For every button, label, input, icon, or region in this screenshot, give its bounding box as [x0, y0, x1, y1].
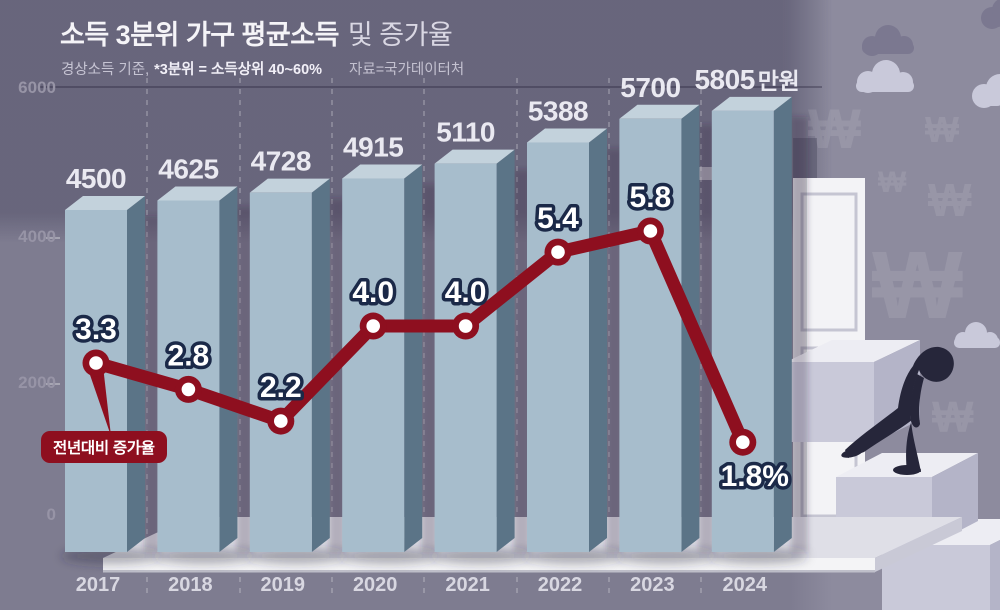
won-symbol: ₩	[872, 232, 963, 339]
growth-point-2021	[452, 312, 480, 340]
growth-rate-callout: 전년대비 증가율	[41, 431, 167, 463]
bar-2024	[711, 96, 792, 552]
y-axis-label-0: 0	[46, 505, 56, 524]
page-title-suffix: 및 증가율	[347, 20, 453, 50]
value-label-2023: 5700	[620, 72, 680, 103]
bar-2022	[527, 128, 607, 552]
growth-point-2024	[729, 428, 757, 456]
bar-wall-shadow	[606, 148, 623, 552]
growth-point-2023	[636, 217, 664, 245]
growth-label-2023: 5.8	[630, 181, 672, 214]
won-symbol: ₩	[878, 166, 907, 199]
growth-label-2024: 1.8%	[721, 460, 789, 493]
growth-label-2019: 2.2	[260, 371, 302, 404]
bar-wall-shadow	[421, 184, 439, 552]
year-label-2018: 2018	[168, 574, 213, 596]
year-label-2020: 2020	[352, 574, 398, 596]
value-label-2020: 4915	[343, 131, 403, 162]
value-label-2019: 4728	[251, 146, 311, 177]
y-axis-label-6000: 6000	[18, 78, 56, 97]
won-symbol: ₩	[808, 97, 861, 160]
value-label-2022: 5388	[528, 96, 588, 127]
person-silhouette	[841, 346, 954, 475]
data-source: 자료=국가데이터처	[349, 62, 465, 78]
growth-label-2021: 4.0	[445, 276, 487, 309]
growth-label-2018: 2.8	[168, 339, 210, 372]
y-axis-label-4000: 4000	[18, 227, 56, 246]
growth-point-2017	[82, 349, 110, 377]
bar-wall-shadow	[790, 116, 808, 552]
header: 소득 3분위 가구 평균소득 및 증가율	[60, 13, 453, 52]
year-label-2023: 2023	[630, 574, 675, 596]
bar-2021	[434, 149, 515, 552]
bar-2017	[65, 196, 145, 552]
subtitle-base: 경상소득 기준,	[61, 62, 150, 78]
bar-2018	[157, 186, 238, 552]
year-label-2021: 2021	[445, 574, 490, 596]
bar-wall-shadow	[698, 124, 716, 553]
value-label-2024: 5805 만원	[694, 64, 799, 95]
year-label-2019: 2019	[260, 574, 306, 596]
growth-point-2022	[544, 238, 572, 266]
growth-label-2017: 3.3	[75, 313, 117, 346]
year-label-2022: 2022	[537, 574, 583, 596]
cloud-icon	[856, 60, 1000, 348]
won-symbol: ₩	[932, 393, 974, 442]
value-label-2021: 5110	[436, 117, 495, 148]
year-label-2024: 2024	[722, 574, 768, 596]
dark-cloud-icon	[862, 0, 1000, 56]
subtitle: 경상소득 기준, *3분위 = 소득상위 40~60% 자료=국가데이터처	[61, 58, 464, 79]
growth-label-2022: 5.4	[537, 202, 579, 235]
growth-point-2019	[267, 407, 295, 435]
won-symbol: ₩	[928, 174, 972, 226]
value-label-2018: 4625	[158, 154, 218, 185]
bar-wall-shadow	[236, 206, 254, 552]
won-symbol: ₩	[925, 109, 959, 150]
page-title: 소득 3분위 가구 평균소득	[60, 20, 339, 50]
bar-2019	[249, 178, 330, 552]
value-label-2017: 4500	[66, 163, 126, 194]
year-label-2017: 2017	[75, 574, 121, 596]
bar-2020	[342, 164, 423, 552]
growth-line	[89, 224, 750, 449]
growth-point-2020	[359, 312, 387, 340]
subtitle-note: *3분위 = 소득상위 40~60%	[154, 62, 323, 78]
growth-label-2020: 4.0	[352, 276, 394, 309]
bar-wall-shadow	[328, 198, 346, 552]
bar-wall-shadow	[513, 169, 531, 552]
callout-pointer	[89, 366, 111, 436]
y-axis-label-2000: 2000	[18, 373, 56, 392]
growth-point-2018	[174, 375, 202, 403]
